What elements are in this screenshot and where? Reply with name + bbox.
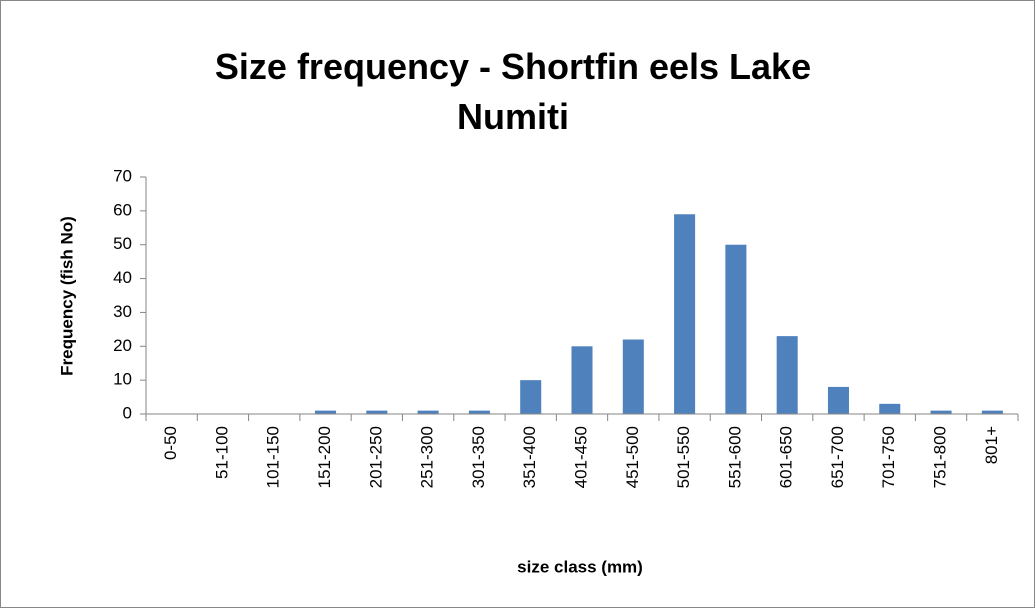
chart-title: Size frequency - Shortfin eels Lake Numi… <box>214 46 812 137</box>
x-tick-label: 301-350 <box>469 426 488 488</box>
x-tick-label: 601-650 <box>777 426 796 488</box>
x-tick-label: 0-50 <box>161 426 180 460</box>
y-tick-label: 0 <box>123 403 132 422</box>
y-tick-label: 40 <box>113 268 132 287</box>
x-tick-label: 351-400 <box>520 426 539 488</box>
y-tick-label: 30 <box>113 302 132 321</box>
y-tick-label: 60 <box>113 200 132 219</box>
x-tick-label: 801+ <box>982 426 1001 464</box>
x-tick-label: 401-450 <box>571 426 590 488</box>
bar <box>674 214 696 414</box>
bar <box>571 346 593 414</box>
bar <box>622 339 644 414</box>
y-tick-label: 10 <box>113 370 132 389</box>
x-tick-label: 451-500 <box>623 426 642 488</box>
bar <box>315 410 337 414</box>
x-tick-label: 551-600 <box>725 426 744 488</box>
bar <box>930 410 952 414</box>
x-axis-label: size class (mm) <box>517 557 643 576</box>
x-tick-label: 51-100 <box>212 426 231 479</box>
bar <box>827 386 849 414</box>
y-axis-label: Frequency (fish No) <box>57 216 76 376</box>
x-tick-label: 651-700 <box>828 426 847 488</box>
x-tick-label: 701-750 <box>879 426 898 488</box>
x-tick-label: 751-800 <box>931 426 950 488</box>
x-tick-label: 101-150 <box>264 426 283 488</box>
x-tick-label: 201-250 <box>366 426 385 488</box>
bar <box>366 410 388 414</box>
bar <box>776 336 798 414</box>
bar <box>725 244 747 414</box>
bar <box>981 410 1003 414</box>
x-tick-label: 501-550 <box>674 426 693 488</box>
bar <box>468 410 490 414</box>
x-tick-label: 151-200 <box>315 426 334 488</box>
bar <box>879 403 901 414</box>
y-tick-label: 20 <box>113 336 132 355</box>
y-tick-label: 50 <box>113 234 132 253</box>
y-tick-label: 70 <box>113 166 132 185</box>
bar <box>520 380 542 414</box>
bar <box>417 410 439 414</box>
x-tick-label: 251-300 <box>418 426 437 488</box>
